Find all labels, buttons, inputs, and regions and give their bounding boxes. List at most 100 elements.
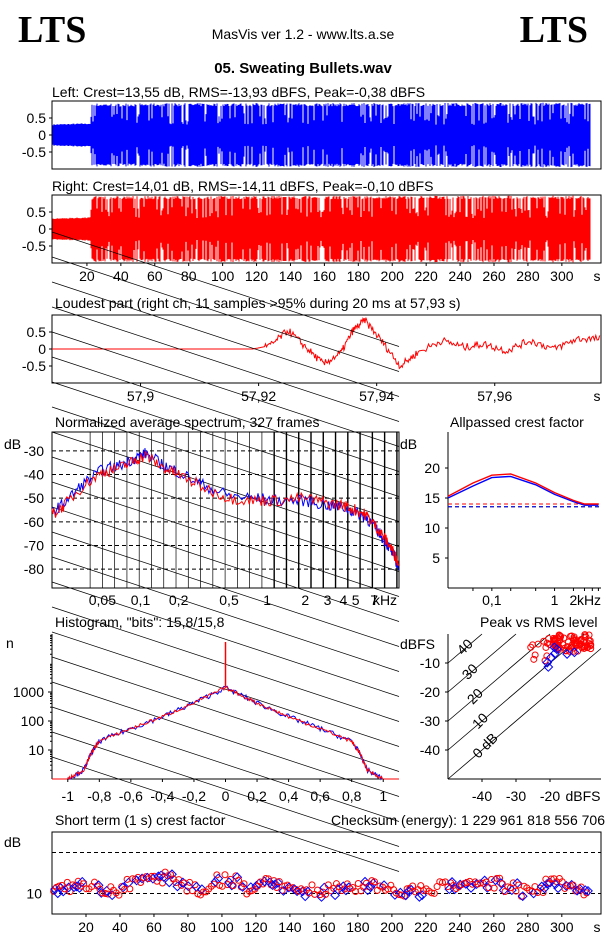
shortcrest-right-point <box>547 875 555 883</box>
peakrms-crest-line <box>447 633 517 693</box>
shortcrest-left-point <box>466 882 477 893</box>
shortcrest-left-point <box>341 885 351 896</box>
peakrms-right-point <box>579 643 587 651</box>
shortcrest-left-point <box>300 891 311 902</box>
app-title: MasVis ver 1.2 - www.lts.a.se <box>211 26 395 42</box>
shortcrest-xtick-240: 240 <box>448 919 472 935</box>
peakrms-ytick--10: -10 <box>420 655 440 671</box>
shortcrest-left-point <box>224 877 235 888</box>
shortcrest-right-point <box>539 889 547 897</box>
shortcrest-right-point <box>240 880 248 888</box>
shortcrest-right-point <box>512 887 520 895</box>
shortcrest-right-point <box>120 886 128 894</box>
crestfactor-left-line <box>447 475 599 506</box>
spectrum-xtick-1: 1 <box>263 592 271 608</box>
shortcrest-left-point <box>172 881 183 892</box>
shortcrest-xtick-160: 160 <box>312 919 336 935</box>
peakrms-right-point <box>530 655 538 663</box>
shortcrest-xtick-280: 280 <box>516 919 540 935</box>
spectrum-slope-line <box>51 381 400 497</box>
peakrms-crest-label-10: 10 <box>469 709 491 731</box>
peakrms-crest-line <box>447 633 483 664</box>
shortcrest-right-point <box>221 871 229 879</box>
shortcrest-xtick-20: 20 <box>78 919 94 935</box>
shortcrest-right-point <box>352 887 360 895</box>
spectrum-slope-line <box>51 481 400 597</box>
shortcrest-left-point <box>528 888 539 899</box>
peakrms-right-point <box>583 644 591 652</box>
shortcrest-right-point <box>66 888 74 896</box>
shortcrest-left-point <box>406 884 417 895</box>
spectrum-xtick-7: 7 <box>370 592 378 608</box>
histogram-xtick-0,6: 0,6 <box>310 788 330 804</box>
crestfactor-xtick-2: 2 <box>570 592 578 608</box>
spectrum-xtick-2: 2 <box>301 592 309 608</box>
spectrum-slope-line <box>51 506 400 622</box>
histogram-xtick--0,2: -0,2 <box>182 788 206 804</box>
peakrms-right-point <box>531 651 539 659</box>
spectrum-title: Normalized average spectrum, 327 frames <box>55 414 320 430</box>
shortcrest-right-point <box>262 874 270 882</box>
peakrms-crest-label-20: 20 <box>464 685 486 707</box>
shortcrest-left-point <box>400 890 411 901</box>
right-waveform-xtick-160: 160 <box>313 268 337 284</box>
spectrum-xtick-3: 3 <box>324 592 332 608</box>
spectrum-slope-line <box>51 306 400 422</box>
shortcrest-right-point <box>485 884 493 892</box>
spectrum-slope-line <box>51 731 400 847</box>
logo-right: LTS <box>519 9 588 51</box>
right-waveform-xtick-140: 140 <box>279 268 303 284</box>
shortcrest-right-point <box>183 887 191 895</box>
crestfactor-xtick-0,1: 0,1 <box>482 592 502 608</box>
loudest-xunit: s <box>594 388 601 404</box>
loudest-xtick-57,92: 57,92 <box>241 388 276 404</box>
shortcrest-left-point <box>482 882 493 893</box>
shortcrest-right-point <box>569 881 577 889</box>
histogram-xtick-0,4: 0,4 <box>279 788 299 804</box>
spectrum-ytick--40: -40 <box>24 467 44 483</box>
shortcrest-xtick-220: 220 <box>414 919 438 935</box>
spectrum-slope-line <box>51 656 400 772</box>
peakrms-right-point <box>572 636 580 644</box>
spectrum-xtick-0,2: 0,2 <box>169 592 189 608</box>
shortcrest-left-point <box>237 882 248 892</box>
spectrum-slope-line <box>51 631 400 747</box>
shortcrest-right-point <box>439 878 447 886</box>
right-waveform-xtick-40: 40 <box>113 268 129 284</box>
shortcrest-left-point <box>319 882 330 893</box>
shortcrest-left-point <box>93 880 104 891</box>
loudest-part-title: Loudest part (right ch, 11 samples >95% … <box>55 295 461 311</box>
shortcrest-left-point <box>164 877 175 888</box>
loudest-xtick-57,94: 57,94 <box>359 388 394 404</box>
peakrms-right-point <box>534 640 542 648</box>
histogram-ylabel: n <box>6 635 14 651</box>
right-waveform-xtick-300: 300 <box>550 268 574 284</box>
shortcrest-right-point <box>436 878 444 886</box>
histogram-xtick--0,6: -0,6 <box>119 788 143 804</box>
shortcrest-left-point <box>368 878 379 889</box>
shortcrest-left-point <box>213 873 224 884</box>
right-waveform-ytick-0: 0 <box>38 221 46 237</box>
crestfactor-ytick-10: 10 <box>424 520 440 536</box>
spectrum-slope-line <box>51 356 400 472</box>
right-waveform-ytick-0.5: 0.5 <box>27 204 47 220</box>
spectrum-ytick--80: -80 <box>24 561 44 577</box>
histogram-ytick-10: 10 <box>28 742 44 758</box>
loudest-xtick-57,96: 57,96 <box>477 388 512 404</box>
peakrms-right-point <box>560 634 568 642</box>
shortcrest-left-point <box>471 879 482 890</box>
peakrms-right-point <box>527 643 535 651</box>
spectrum-slope-line <box>51 456 400 572</box>
spectrum-xtick-4: 4 <box>339 592 347 608</box>
shortcrest-left-point <box>362 885 373 896</box>
shortcrest-right-point <box>199 888 207 896</box>
crestfactor-right-line <box>447 473 599 505</box>
loudest-ytick--0.5: -0.5 <box>22 358 46 374</box>
crestfactor-ytick-5: 5 <box>432 550 440 566</box>
peakrms-right-point <box>568 632 576 640</box>
spectrum-slope-line <box>51 706 400 822</box>
spectrum-slope-line <box>51 681 400 797</box>
shortcrest-xtick-300: 300 <box>550 919 574 935</box>
peakrms-xtick--30: -30 <box>506 788 526 804</box>
shortcrest-right-point <box>235 876 243 884</box>
